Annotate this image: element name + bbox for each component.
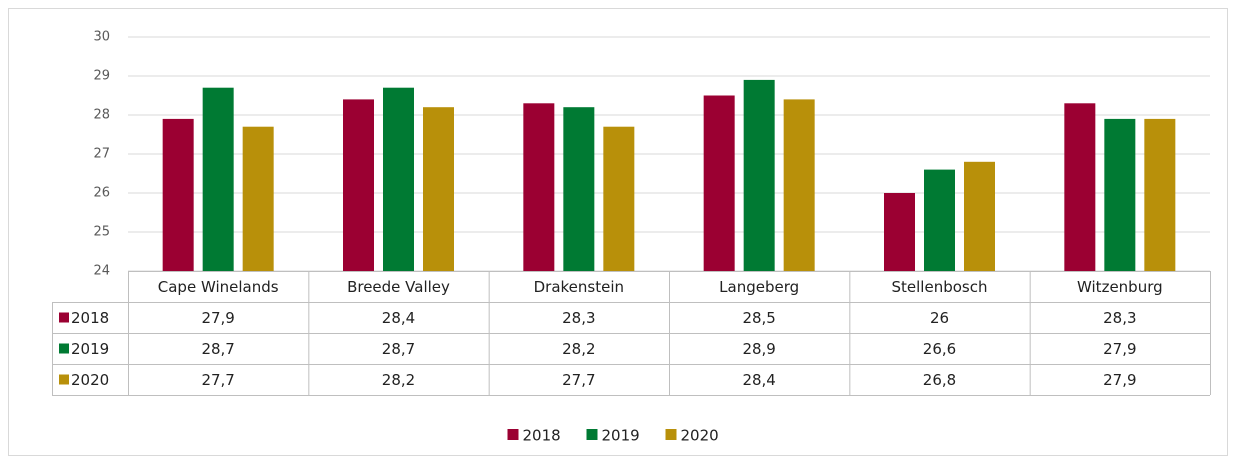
bar (1144, 118, 1176, 272)
category-label: Langeberg (719, 278, 799, 296)
bar (242, 126, 274, 271)
category-label: Cape Winelands (158, 278, 279, 296)
bar (423, 107, 454, 271)
bar (563, 107, 595, 271)
table-cell: 27,9 (1103, 340, 1136, 358)
bar (202, 87, 234, 271)
table-cell: 28,5 (742, 309, 775, 327)
table-cell: 28,7 (201, 340, 234, 358)
category-label: Breede Valley (347, 278, 450, 296)
bar (1104, 118, 1136, 272)
bar (703, 95, 735, 271)
y-tick-label: 29 (93, 69, 110, 84)
table-cell: 28,3 (1103, 309, 1136, 327)
legend-label: 2018 (523, 427, 561, 445)
bar (964, 161, 995, 271)
legend-label: 2020 (681, 427, 719, 445)
y-tick-label: 30 (93, 30, 110, 45)
y-tick-label: 25 (93, 225, 110, 240)
bar (162, 118, 194, 272)
y-tick-label: 28 (93, 108, 110, 123)
table-cell: 28,4 (742, 371, 775, 389)
table-cell: 28,2 (382, 371, 415, 389)
legend-key (59, 312, 69, 323)
legend-key (59, 343, 69, 354)
category-label: Stellenbosch (892, 278, 988, 296)
row-label: 2019 (71, 340, 109, 358)
table-cell: 27,9 (201, 309, 234, 327)
bar (603, 126, 635, 271)
table-cell: 28,2 (562, 340, 595, 358)
table-cell: 28,9 (742, 340, 775, 358)
table-cell: 26 (930, 309, 949, 327)
row-label: 2020 (71, 371, 109, 389)
table-cell: 28,4 (382, 309, 415, 327)
legend-key (665, 429, 677, 440)
legend-key (586, 429, 598, 440)
category-label: Witzenburg (1077, 278, 1163, 296)
bar (383, 87, 414, 271)
y-tick-label: 24 (93, 264, 110, 279)
table-cell: 27,7 (562, 371, 595, 389)
bar (743, 79, 775, 272)
table-cell: 26,8 (923, 371, 956, 389)
legend-key (59, 374, 69, 385)
legend-label: 2019 (602, 427, 640, 445)
bar (1064, 103, 1096, 271)
bar (343, 99, 374, 272)
y-tick-label: 27 (93, 147, 110, 162)
category-label: Drakenstein (534, 278, 624, 296)
table-cell: 28,3 (562, 309, 595, 327)
table-cell: 28,7 (382, 340, 415, 358)
row-label: 2018 (71, 309, 109, 327)
bar (884, 193, 915, 271)
legend-key (507, 429, 519, 440)
table-cell: 27,7 (201, 371, 234, 389)
y-tick-label: 26 (93, 186, 110, 201)
bar (523, 103, 555, 271)
table-cell: 27,9 (1103, 371, 1136, 389)
bar (924, 169, 955, 271)
bar (783, 99, 815, 272)
table-cell: 26,6 (923, 340, 956, 358)
